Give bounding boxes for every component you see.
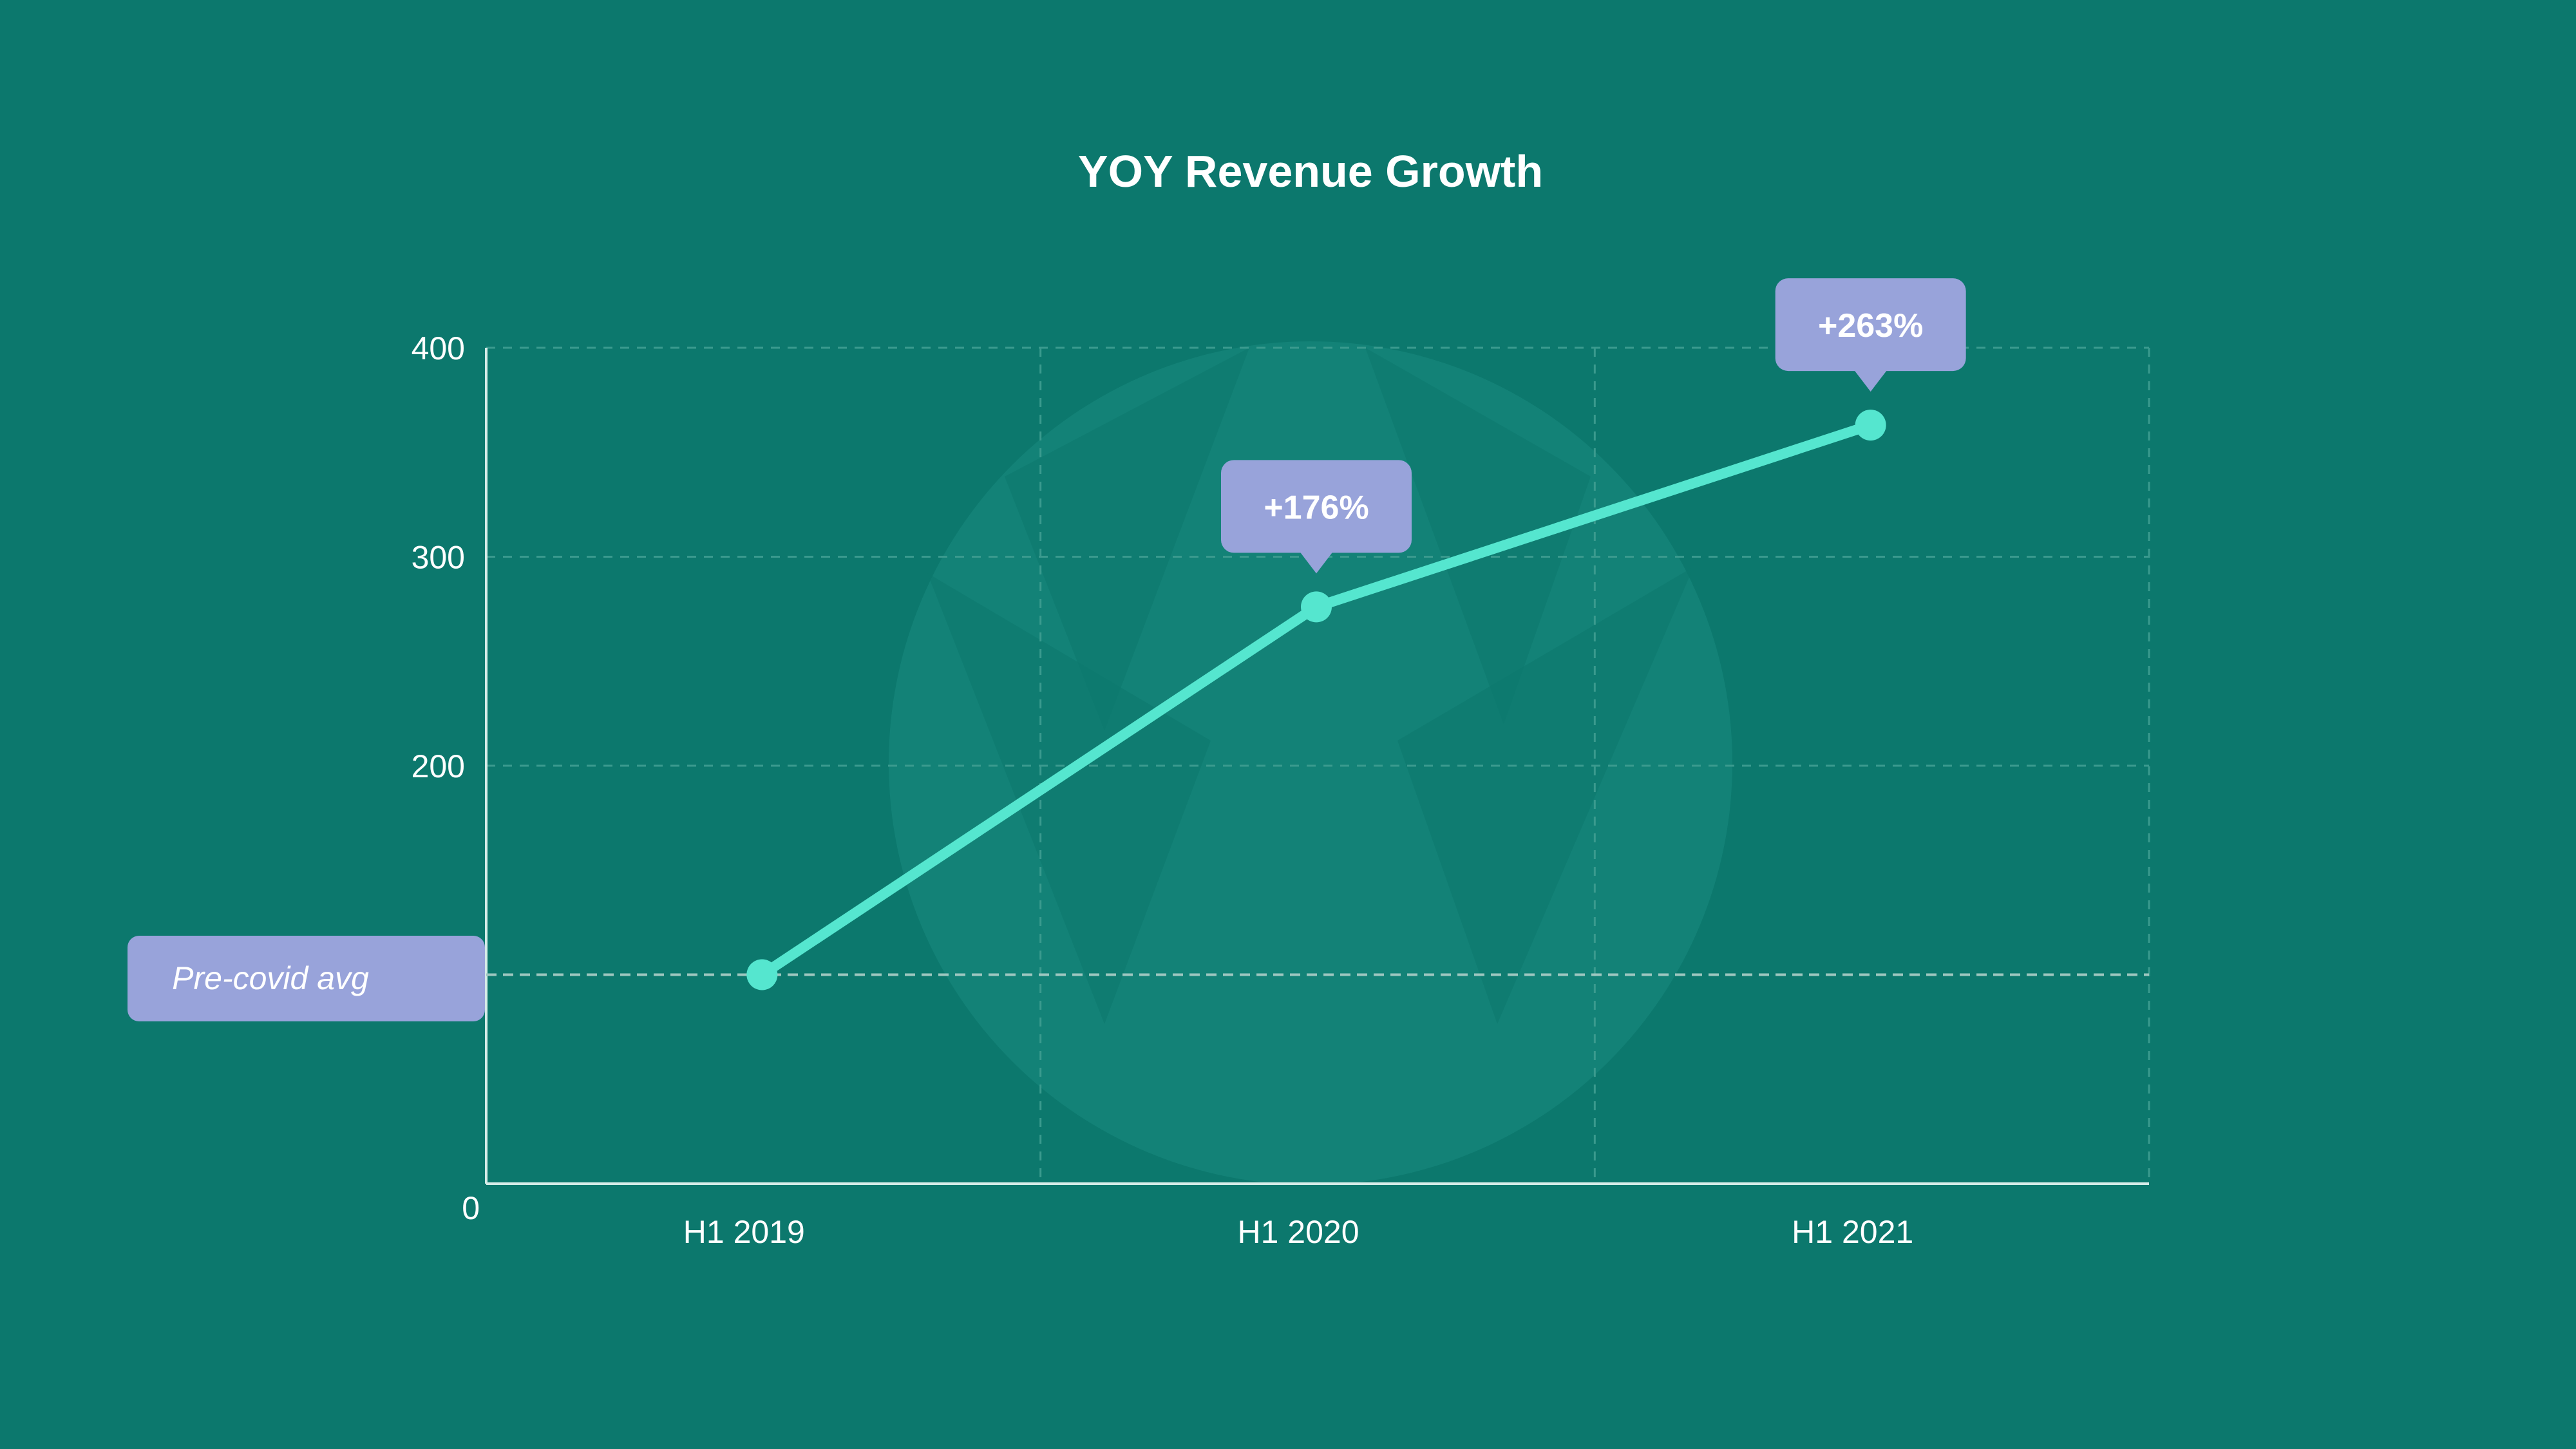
annotation-callout: +263%	[1775, 278, 1966, 392]
data-points	[746, 410, 1886, 990]
gridlines	[486, 346, 2150, 1184]
y-tick-label: 400	[412, 330, 465, 366]
y-tick-label: 0	[462, 1190, 480, 1226]
x-tick-label: H1 2020	[1237, 1214, 1359, 1250]
y-tick-label: 200	[412, 748, 465, 784]
watermark-logo	[889, 341, 1732, 1185]
reference-label-box	[128, 936, 485, 1021]
reference-label: Pre-covid avg	[128, 936, 485, 1021]
annotation-pointer	[1300, 551, 1333, 574]
annotation-text: +176%	[1264, 489, 1368, 526]
annotation-callout: +176%	[1221, 460, 1412, 574]
x-tick-label: H1 2021	[1792, 1214, 1913, 1250]
data-point	[1855, 410, 1886, 441]
y-tick-labels: 0100200300400	[412, 330, 480, 1226]
x-tick-label: H1 2019	[683, 1214, 805, 1250]
reference-label-text: Pre-covid avg	[172, 960, 369, 996]
x-tick-labels: H1 2019 H1 2020 H1 2021	[683, 1214, 1913, 1250]
annotation-box	[1221, 460, 1412, 553]
annotation-pointer	[1853, 370, 1888, 392]
data-point	[746, 959, 778, 990]
annotation-box	[1775, 278, 1966, 372]
y-tick-label: 300	[412, 540, 465, 576]
annotation-text: +263%	[1818, 307, 1923, 345]
data-point	[1301, 591, 1332, 623]
chart-title: YOY Revenue Growth	[1078, 146, 1543, 196]
annotations: +176% +263%	[1221, 278, 1966, 574]
